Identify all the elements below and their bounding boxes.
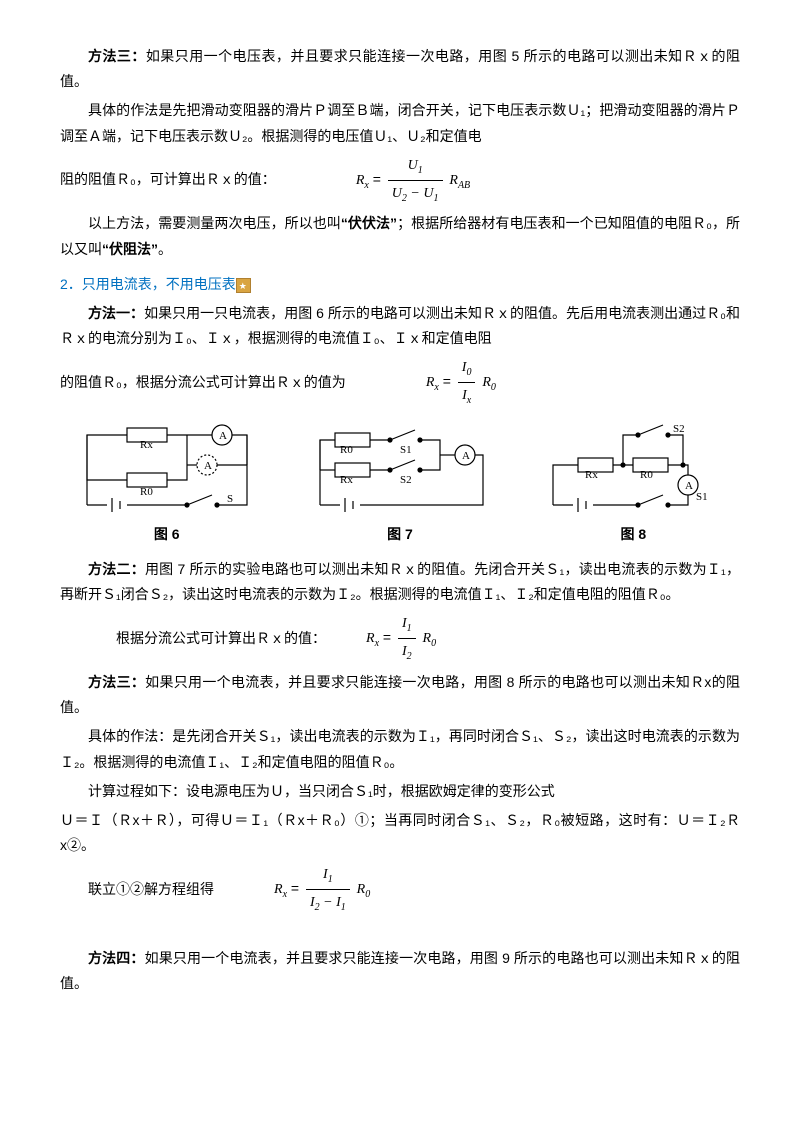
label-rx: Rx xyxy=(340,474,353,486)
paragraph-eq: Ｕ＝Ｉ（Ｒx＋Ｒ），可得Ｕ＝Ｉ₁（Ｒx＋Ｒ₀）①；当再同时闭合Ｓ₁、Ｓ₂，Ｒ₀被… xyxy=(60,808,740,858)
formula-rx-u: Rx = U1U2 − U1 RAB xyxy=(276,153,740,208)
bold-method3b: 方法三： xyxy=(88,674,145,690)
label-s1: S1 xyxy=(400,444,412,456)
label-s2: S2 xyxy=(673,423,685,435)
text: 。 xyxy=(158,241,172,257)
paragraph-detail: 具体的作法是先把滑动变阻器的滑片Ｐ调至Ｂ端，闭合开关，记下电压表示数Ｕ₁；把滑动… xyxy=(60,98,740,148)
text: 用图 7 所示的实验电路也可以测出未知Ｒｘ的阻值。先闭合开关Ｓ₁，读出电流表的示… xyxy=(60,561,740,602)
bold-fufu: “伏伏法” xyxy=(341,215,397,231)
formula-prefix: 根据分流公式可计算出Ｒｘ的值： xyxy=(60,626,326,651)
formula-rx-i1i2: Rx = I1I2 R0 xyxy=(326,611,740,666)
paragraph-summary: 以上方法，需要测量两次电压，所以也叫“伏伏法”；根据所给器材有电压表和一个已知阻… xyxy=(60,211,740,261)
paragraph-s2-method1: 方法一：如果只用一只电流表，用图 6 所示的电路可以测出未知Ｒｘ的阻值。先后用电… xyxy=(60,301,740,351)
label-rx: Rx xyxy=(585,469,598,481)
label-a: A xyxy=(685,480,693,492)
bold-method3: 方法三： xyxy=(88,48,146,64)
label-s2: S2 xyxy=(400,474,412,486)
bold-method4: 方法四： xyxy=(88,950,145,966)
circuit-fig6: Rx R0 A A S 图 6 xyxy=(60,420,273,547)
circuit8-svg: Rx R0 S2 S1 A xyxy=(538,420,728,520)
circuit6-svg: Rx R0 A A S xyxy=(72,420,262,520)
formula-prefix: 联立①②解方程组得 xyxy=(60,877,214,902)
paragraph-calc: 计算过程如下：设电源电压为Ｕ，当只闭合Ｓ₁时，根据欧姆定律的变形公式 xyxy=(60,779,740,804)
paragraph-method3: 方法三：如果只用一个电压表，并且要求只能连接一次电路，用图 5 所示的电路可以测… xyxy=(60,44,740,94)
circuit-diagrams-row: Rx R0 A A S 图 6 xyxy=(60,420,740,547)
label-r0: R0 xyxy=(640,469,653,481)
star-icon xyxy=(236,278,251,293)
text: 如果只用一只电流表，用图 6 所示的电路可以测出未知Ｒｘ的阻值。先后用电流表测出… xyxy=(60,305,740,346)
paragraph-s2-method4: 方法四：如果只用一个电流表，并且要求只能连接一次电路，用图 9 所示的电路也可以… xyxy=(60,946,740,996)
paragraph-detail2: 具体的作法：是先闭合开关Ｓ₁，读出电流表的示数为Ｉ₁，再同时闭合Ｓ₁、Ｓ₂，读出… xyxy=(60,724,740,774)
formula-prefix: 阻的阻值Ｒ₀，可计算出Ｒｘ的值： xyxy=(60,167,276,192)
formula-line-4: 联立①②解方程组得 Rx = I1I2 − I1 R0 xyxy=(60,862,740,917)
fig7-label: 图 7 xyxy=(293,522,506,547)
bold-method2: 方法二： xyxy=(88,561,145,577)
text: 如果只用一个电流表，并且要求只能连接一次电路，用图 9 所示的电路也可以测出未知… xyxy=(60,950,740,991)
formula-line-2: 的阻值Ｒ₀，根据分流公式可计算出Ｒｘ的值为 Rx = I0Ix R0 xyxy=(60,355,740,410)
formula-line-1: 阻的阻值Ｒ₀，可计算出Ｒｘ的值： Rx = U1U2 − U1 RAB xyxy=(60,153,740,208)
formula-prefix: 的阻值Ｒ₀，根据分流公式可计算出Ｒｘ的值为 xyxy=(60,370,346,395)
label-s: S xyxy=(227,493,233,505)
text: 如果只用一个电压表，并且要求只能连接一次电路，用图 5 所示的电路可以测出未知Ｒ… xyxy=(60,48,740,89)
circuit-fig7: R0 Rx S1 S2 A 图 7 xyxy=(293,420,506,547)
label-s1: S1 xyxy=(696,491,708,503)
section-title: 2．只用电流表，不用电压表 xyxy=(60,276,236,292)
circuit-fig8: Rx R0 S2 S1 A 图 8 xyxy=(527,420,740,547)
paragraph-s2-method3: 方法三：如果只用一个电流表，并且要求只能连接一次电路，用图 8 所示的电路也可以… xyxy=(60,670,740,720)
label-rx: Rx xyxy=(140,439,153,451)
formula-rx-final: Rx = I1I2 − I1 R0 xyxy=(214,862,740,917)
fig8-label: 图 8 xyxy=(527,522,740,547)
bold-fuzu: “伏阻法” xyxy=(102,241,158,257)
fig6-label: 图 6 xyxy=(60,522,273,547)
section-header-2: 2．只用电流表，不用电压表 xyxy=(60,272,740,297)
formula-rx-i0: Rx = I0Ix R0 xyxy=(346,355,740,410)
text: 以上方法，需要测量两次电压，所以也叫 xyxy=(88,215,341,231)
label-a: A xyxy=(219,430,227,442)
label-a2: A xyxy=(204,460,212,472)
label-r0: R0 xyxy=(340,444,353,456)
paragraph-s2-method2: 方法二：用图 7 所示的实验电路也可以测出未知Ｒｘ的阻值。先闭合开关Ｓ₁，读出电… xyxy=(60,557,740,607)
circuit7-svg: R0 Rx S1 S2 A xyxy=(305,420,495,520)
label-r0: R0 xyxy=(140,486,153,498)
text: 如果只用一个电流表，并且要求只能连接一次电路，用图 8 所示的电路也可以测出未知… xyxy=(60,674,740,715)
formula-line-3: 根据分流公式可计算出Ｒｘ的值： Rx = I1I2 R0 xyxy=(60,611,740,666)
bold-method1: 方法一： xyxy=(88,305,144,321)
label-a: A xyxy=(462,450,470,462)
